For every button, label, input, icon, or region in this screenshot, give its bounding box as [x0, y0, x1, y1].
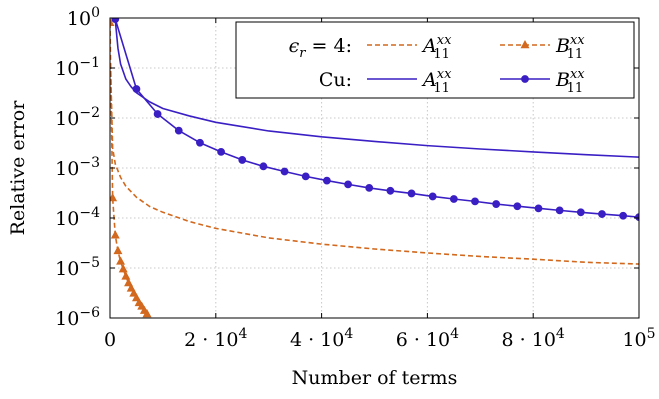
- legend-group-label: ϵr = 4:: [289, 35, 352, 61]
- data-point-circle: [521, 75, 529, 83]
- x-tick-label: 105: [622, 326, 655, 351]
- data-point-circle: [301, 172, 310, 181]
- y-tick-label: 10−5: [55, 255, 100, 280]
- y-tick-label: 10−6: [55, 305, 100, 330]
- x-tick-label: 2 · 104: [184, 326, 247, 351]
- data-point-triangle: [124, 278, 133, 287]
- data-point-circle: [492, 200, 501, 208]
- data-point-triangle: [116, 256, 126, 265]
- data-point-circle: [555, 206, 564, 215]
- x-tick-label: 6 · 104: [396, 326, 459, 351]
- x-tick-label: 4 · 104: [290, 326, 353, 351]
- data-point-triangle: [118, 264, 128, 273]
- legend-entry-label: Axx 11: [421, 33, 452, 62]
- data-point-circle: [196, 138, 204, 147]
- data-point-circle: [386, 186, 395, 195]
- data-point-circle: [428, 192, 437, 201]
- data-point-circle: [365, 183, 374, 192]
- data-point-circle: [513, 202, 522, 211]
- legend-box: [235, 21, 635, 99]
- data-point-triangle: [142, 309, 152, 318]
- y-tick-label: 100: [67, 5, 100, 30]
- data-point-circle: [619, 211, 628, 220]
- axis-ticks: 0 2 · 104 4 · 104 6 · 104 8 · 104 105 100 10−1 1…: [55, 5, 655, 351]
- data-point-circle: [132, 85, 141, 93]
- data-point-triangle: [126, 283, 136, 292]
- data-point-circle: [598, 210, 606, 218]
- y-tick-label: 10−4: [55, 205, 100, 230]
- y-tick-label: 10−3: [55, 155, 100, 180]
- legend-group-label: Cu:: [319, 69, 352, 91]
- series-line-2: [114, 20, 639, 158]
- data-point-circle: [238, 156, 247, 164]
- series-line-1: [110, 22, 148, 315]
- data-point-triangle: [121, 271, 131, 280]
- data-point-circle: [111, 18, 120, 24]
- y-tick-label: 10−2: [55, 105, 100, 130]
- data-point-triangle: [520, 39, 530, 49]
- data-point-triangle: [110, 230, 120, 239]
- data-point-circle: [344, 180, 352, 189]
- y-tick-label: 10−1: [55, 55, 100, 80]
- x-axis-label: Number of terms: [292, 367, 458, 389]
- legend-entry-label: Bxx 11: [555, 33, 585, 62]
- data-point-circle: [280, 167, 289, 176]
- legend: ϵr = 4: Axx 11 Bxx 11 Cu: Axx 11 Bxx 11: [235, 21, 635, 99]
- data-point-circle: [407, 189, 416, 198]
- series-layer: [110, 18, 639, 318]
- data-point-circle: [449, 195, 458, 203]
- legend-entry-label: Axx 11: [421, 67, 452, 96]
- data-point-circle: [174, 126, 183, 135]
- y-axis-label: Relative error: [7, 100, 29, 236]
- data-point-circle: [471, 197, 479, 206]
- x-tick-label: 8 · 104: [502, 326, 565, 351]
- data-point-triangle: [110, 18, 115, 27]
- data-point-circle: [322, 176, 331, 185]
- data-point-circle: [217, 147, 225, 156]
- data-point-triangle: [113, 245, 123, 255]
- x-tick-label: 0: [104, 329, 116, 351]
- data-point-circle: [259, 162, 268, 171]
- legend-entry-label: Bxx 11: [555, 67, 585, 96]
- data-point-circle: [576, 208, 585, 217]
- data-point-circle: [534, 204, 543, 213]
- series-line-0: [110, 64, 639, 265]
- data-point-circle: [153, 110, 162, 118]
- data-point-triangle: [131, 293, 141, 302]
- data-point-triangle: [110, 193, 118, 202]
